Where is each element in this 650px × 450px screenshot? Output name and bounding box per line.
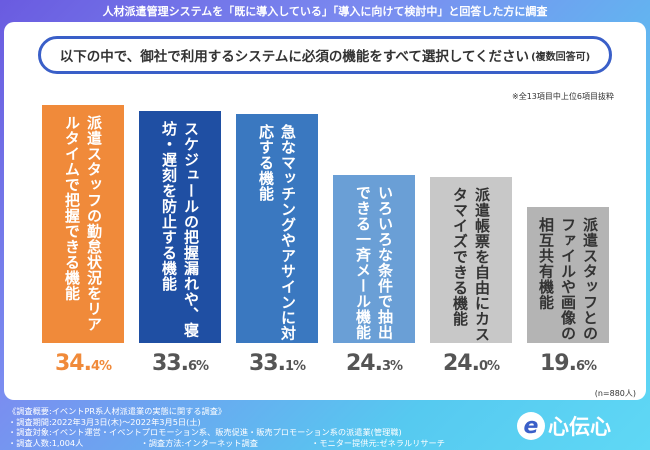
footer-target: ・調査対象:イベント運営・イベントプロモーション系、販売促進・販売プロモーション… [8, 427, 402, 437]
bar-4: いろいろな条件で抽出できる一斉メール機能 [333, 175, 415, 343]
footer-provider: ・モニター提供元:ゼネラルリサーチ [311, 437, 445, 448]
sample-size-note: (n=880人) [594, 389, 636, 398]
page-headline: 人材派遣管理システムを「既に導入している」「導入に向けて検討中」と回答した方に調… [102, 5, 548, 18]
value-main: 34. [54, 351, 92, 376]
bar-6: 派遣スタッフとのファイルや画像の相互共有機能 [527, 207, 609, 343]
value-main: 24. [442, 351, 480, 376]
footer-method: ・調査方法:インターネット調査 [140, 437, 258, 448]
question-box: 以下の中で、御社で利用するシステムに必須の機能をすべて選択してください (複数回… [38, 36, 612, 74]
bar-3: 急なマッチングやアサインに対応する機能 [236, 114, 318, 343]
question-text: 以下の中で、御社で利用するシステムに必須の機能をすべて選択してください [59, 49, 530, 65]
value-main: 24. [345, 351, 383, 376]
bar-label-4: いろいろな条件で抽出できる一斉メール機能 [354, 185, 394, 340]
footer-count: ・調査人数:1,004人 [8, 437, 84, 448]
bar-label-6: 派遣スタッフとのファイルや画像の相互共有機能 [537, 217, 599, 341]
question-suffix: (複数回答可) [531, 51, 591, 63]
bar-label-1: 派遣スタッフの勤怠状況をリアルタイムで把握できる機能 [63, 115, 103, 332]
value-fraction: 6% [187, 359, 209, 374]
top-note: ※全13項目中上位6項目抜粋 [512, 92, 614, 101]
bar-label-3: 急なマッチングやアサインに対応する機能 [257, 124, 297, 341]
value-label-6: 19.6% [527, 351, 609, 376]
bar-label-2: スケジュールの把握漏れや、寝坊・遅刻を防止する機能 [160, 121, 200, 338]
logo-mark-icon: e [517, 412, 545, 440]
survey-footer: 《調査概要:イベントPR系人材派遣業の実態に関する調査》 ・調査期間:2022年… [8, 406, 445, 448]
brand-logo: e 心伝心 [517, 410, 637, 442]
value-fraction: 6% [575, 359, 597, 374]
value-fraction: 0% [478, 359, 500, 374]
bar-2: スケジュールの把握漏れや、寝坊・遅刻を防止する機能 [139, 111, 221, 343]
value-label-1: 34.4% [42, 351, 124, 376]
value-fraction: 1% [284, 359, 306, 374]
bar-5: 派遣帳票を自由にカスタマイズできる機能 [430, 177, 512, 343]
value-fraction: 3% [381, 359, 403, 374]
footer-title: 《調査概要:イベントPR系人材派遣業の実態に関する調査》 [8, 406, 227, 416]
value-label-2: 33.6% [139, 351, 221, 376]
bar-1: 派遣スタッフの勤怠状況をリアルタイムで把握できる機能 [42, 105, 124, 343]
value-fraction: 4% [90, 359, 112, 374]
logo-text: 心伝心 [548, 415, 611, 439]
value-label-3: 33.1% [236, 351, 318, 376]
value-label-4: 24.3% [333, 351, 415, 376]
value-main: 33. [151, 351, 189, 376]
value-label-5: 24.0% [430, 351, 512, 376]
footer-period: ・調査期間:2022年3月3日(木)〜2022年3月5日(土) [8, 416, 201, 427]
value-main: 19. [539, 351, 577, 376]
bar-label-5: 派遣帳票を自由にカスタマイズできる機能 [451, 187, 491, 342]
value-main: 33. [248, 351, 286, 376]
